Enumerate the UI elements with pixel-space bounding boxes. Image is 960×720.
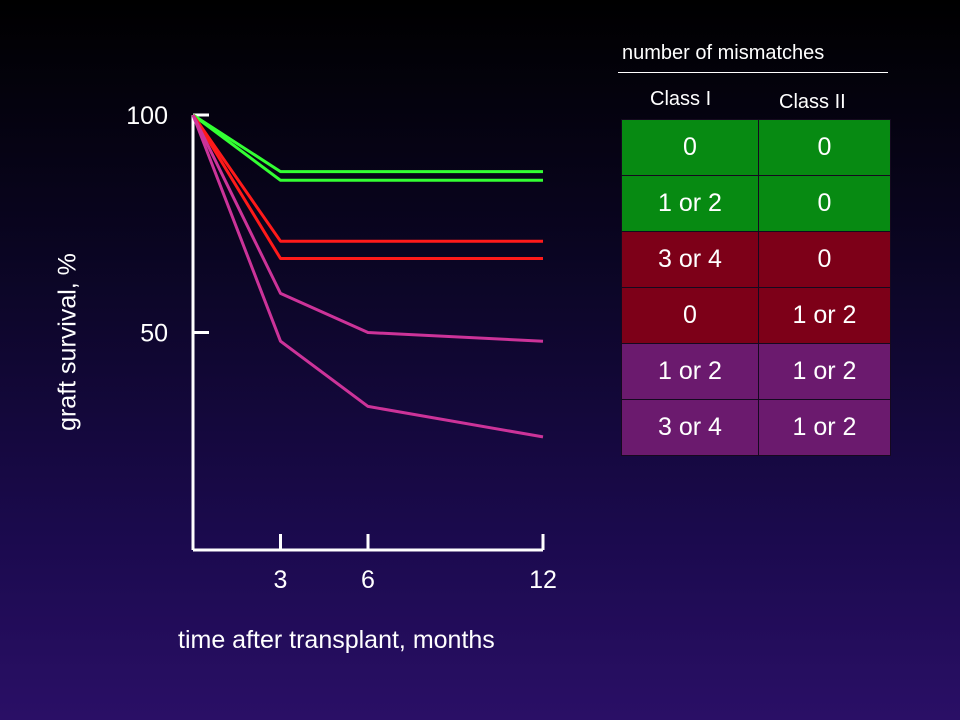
x-axis-label: time after transplant, months [178,626,495,654]
table-header-title: number of mismatches [622,42,825,64]
series-line [191,114,544,439]
column-header-class-i: Class I [650,88,712,110]
class-i-cell: 1 or 2 [621,175,759,232]
series-line [192,113,543,174]
class-ii-cell: 1 or 2 [758,399,891,456]
class-ii-cell: 0 [758,175,891,232]
chart-ticks: 3 6 12 50 100 [126,102,557,594]
table-row: 3 or 4 1 or 2 [621,399,891,456]
series-line [191,114,543,243]
x-tick-label: 12 [529,566,557,594]
mismatch-table: 0 0 1 or 2 0 3 or 4 0 0 1 or 2 1 or 2 1 … [621,119,891,456]
table-row: 0 1 or 2 [621,287,891,344]
column-header-class-ii: Class II [779,91,846,113]
class-ii-cell: 0 [758,119,891,176]
class-ii-cell: 1 or 2 [758,287,891,344]
class-i-cell: 0 [621,287,759,344]
class-i-cell: 0 [621,119,759,176]
table-row: 3 or 4 0 [621,231,891,288]
table-row: 0 0 [621,119,891,176]
y-tick-label: 50 [140,320,168,348]
table-row: 1 or 2 0 [621,175,891,232]
table-header-rule [618,72,888,73]
x-tick-label: 6 [361,566,375,594]
table-row: 1 or 2 1 or 2 [621,343,891,400]
y-axis-label: graft survival, % [53,253,82,431]
class-ii-cell: 1 or 2 [758,343,891,400]
series-line [191,114,543,260]
x-tick-label: 3 [274,566,288,594]
class-i-cell: 1 or 2 [621,343,759,400]
class-i-cell: 3 or 4 [621,231,759,288]
class-i-cell: 3 or 4 [621,399,759,456]
series-line [191,114,544,343]
class-ii-cell: 0 [758,231,891,288]
series-line [192,113,543,182]
y-tick-label: 100 [126,102,168,130]
chart-series [191,113,544,439]
